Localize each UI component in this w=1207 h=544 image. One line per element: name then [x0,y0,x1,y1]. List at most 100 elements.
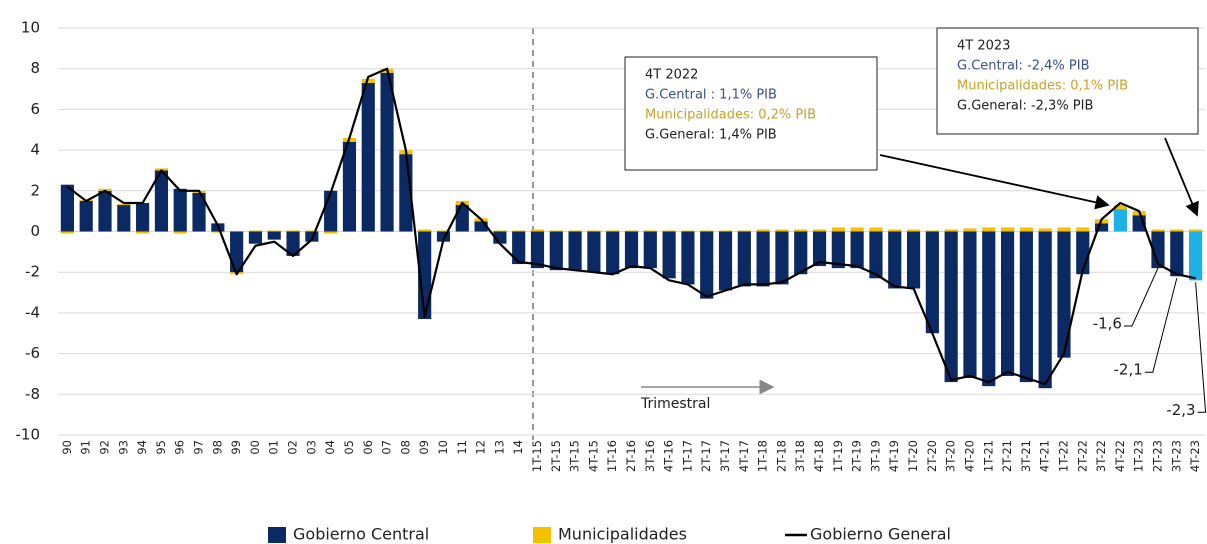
x-tick-label: 98 [210,440,224,455]
x-tick-label: 1T-22 [1056,440,1070,472]
bar [662,231,676,279]
bar [568,230,582,232]
bar [681,231,695,285]
x-tick-label: 90 [60,440,74,455]
bar [1189,231,1203,281]
bar [342,141,357,232]
legend-label: Gobierno Central [293,525,429,544]
x-tick-label: 3T-19 [868,440,882,472]
y-tick-label: -4 [25,303,40,321]
annotation-arrow [879,154,1110,210]
bar [568,231,582,271]
x-tick-label: 3T-21 [1019,440,1033,472]
bar [1151,231,1165,269]
bar [512,230,526,232]
bar [1038,231,1052,389]
bar [549,231,563,271]
y-tick-label: 6 [30,100,40,118]
y-tick-label: -6 [25,344,40,362]
x-tick-label: 08 [398,440,412,455]
x-tick-label: 3T-23 [1169,440,1183,472]
bar [812,229,827,232]
annotation-text: Municipalidades: 0,1% PIB [957,79,1128,94]
bar [324,190,338,232]
x-tick-label: 1T-23 [1132,440,1146,472]
x-tick-label: 13 [492,440,506,455]
bar [192,192,206,232]
bar [1170,231,1184,277]
bar [982,227,996,232]
x-tick-label: 1T-17 [680,440,694,472]
bar [173,188,187,232]
x-tick-label: 4T-22 [1113,440,1127,472]
bar [1057,227,1071,232]
x-tick-label: 91 [79,440,93,455]
bar [474,221,488,232]
x-tick-label: 4T-23 [1188,440,1202,472]
x-tick-label: 93 [116,440,130,455]
value-label: -1,6 [1093,315,1122,333]
annotation-box [624,56,878,171]
bar [888,229,902,232]
x-tick-label: 4T-16 [662,440,676,472]
bar [361,82,375,232]
bar [737,230,751,232]
legend-swatch [533,527,551,543]
bar [1095,223,1109,232]
bar [455,205,469,232]
x-tick-label: 11 [455,440,469,455]
bar [831,231,845,269]
bar [812,231,827,267]
x-tick-label: 95 [154,440,168,455]
bar [1076,227,1090,232]
bar [361,78,375,83]
bar [681,230,695,232]
bar [549,230,563,232]
bar [662,230,676,232]
annotation-text: G.General: -2,3% PIB [957,99,1093,114]
bar [700,231,714,299]
x-tick-label: 3T-22 [1094,440,1108,472]
bar [906,229,921,232]
bar [944,231,958,383]
bar [925,230,939,232]
bar [606,230,620,232]
x-tick-label: 04 [323,440,337,455]
bar [117,204,131,206]
bar [230,231,244,273]
bar [305,231,319,242]
x-tick-label: 12 [474,440,488,455]
x-tick-label: 00 [248,440,262,455]
x-tick-label: 09 [417,440,431,455]
bar [267,231,281,240]
bar [136,231,150,234]
bar [79,200,93,232]
bar [906,231,921,289]
bar [587,231,601,273]
bar [248,231,263,244]
x-tick-label: 02 [286,440,300,455]
y-tick-label: 8 [30,59,40,77]
bar [436,230,451,232]
bar [756,231,770,287]
bar [60,231,74,234]
bar [1000,227,1015,232]
x-tick-label: 2T-20 [925,440,939,472]
bar [1057,231,1071,358]
bar [606,231,620,275]
bar [869,231,883,279]
x-tick-label: 1T-21 [981,440,995,472]
bar [530,231,545,269]
bar [1113,209,1127,232]
bar [1151,229,1165,232]
y-tick-label: 4 [30,141,40,159]
bar [380,72,394,232]
x-tick-label: 4T-19 [887,440,901,472]
bar [850,227,864,232]
bar [267,230,281,232]
x-tick-label: 3T-15 [568,440,582,472]
x-tick-label: 3T-20 [944,440,958,472]
bar [1019,227,1033,232]
bar [963,228,977,232]
